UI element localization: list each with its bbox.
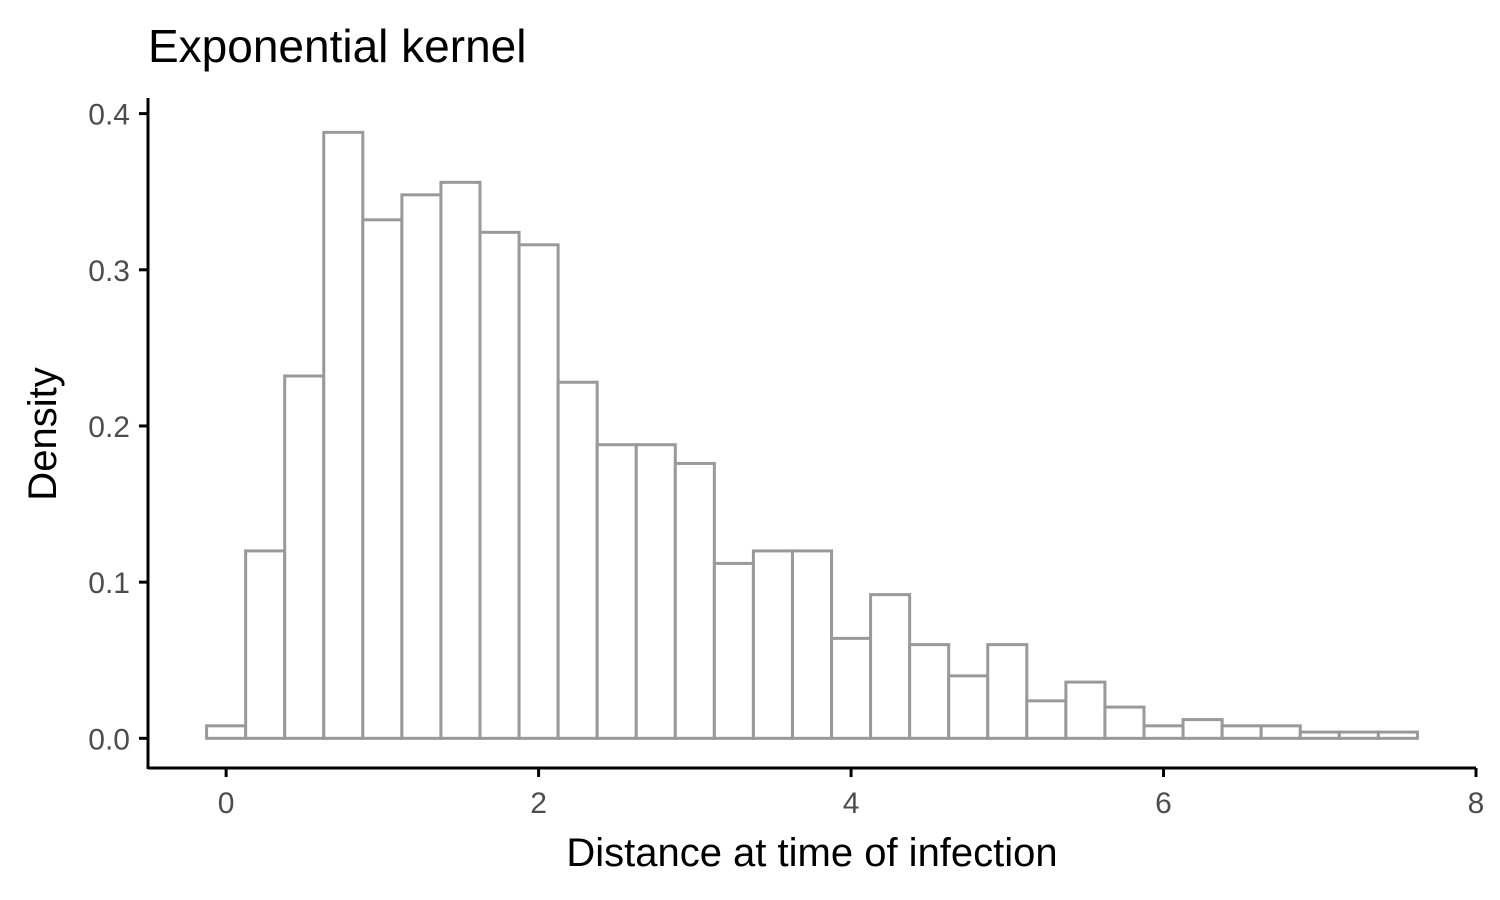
histogram-bar: [478, 230, 521, 740]
histogram-bar: [986, 643, 1029, 740]
y-tick-label: 0.2: [88, 411, 130, 444]
histogram-bar: [205, 724, 248, 740]
histogram-bar: [283, 374, 326, 740]
histogram-bar: [1376, 730, 1419, 740]
histogram-bar: [1064, 680, 1107, 740]
x-tick-label: 2: [530, 787, 547, 820]
histogram-bar: [517, 243, 560, 740]
histogram-bar: [1259, 724, 1302, 740]
histogram-bar: [1181, 718, 1224, 740]
histogram-bar: [361, 218, 404, 740]
bars-group: [205, 130, 1419, 740]
y-tick-label: 0.3: [88, 255, 130, 288]
y-tick-label: 0.4: [88, 99, 130, 132]
histogram-bar: [1103, 705, 1146, 740]
histogram-bar: [595, 443, 638, 740]
histogram-bar: [947, 674, 990, 740]
histogram-bar: [322, 130, 365, 740]
histogram-bar: [751, 549, 794, 740]
histogram-bar: [869, 593, 912, 740]
y-tick-label: 0.1: [88, 567, 130, 600]
y-ticks-group: 0.0 0.1 0.2 0.3 0.4: [88, 99, 148, 756]
histogram-bar: [244, 549, 287, 740]
y-tick-label: 0.0: [88, 723, 130, 756]
histogram-bar: [1142, 724, 1185, 740]
histogram-bar: [1220, 724, 1263, 740]
x-tick-label: 4: [843, 787, 860, 820]
histogram-bar: [439, 180, 482, 740]
histogram-bar: [400, 193, 443, 740]
chart-title: Exponential kernel: [148, 20, 526, 72]
histogram-bar: [1025, 699, 1068, 740]
x-ticks-group: 0 2 4 6 8: [218, 768, 1485, 820]
histogram-bar: [1298, 730, 1341, 740]
histogram-bar: [830, 636, 873, 740]
x-tick-label: 8: [1468, 787, 1485, 820]
x-tick-label: 6: [1155, 787, 1172, 820]
histogram-bar: [712, 561, 755, 740]
histogram-bar: [790, 549, 834, 740]
histogram-bar: [1337, 730, 1380, 740]
histogram-bar: [556, 380, 599, 740]
histogram-bar: [673, 461, 716, 740]
x-axis-label: Distance at time of infection: [566, 831, 1057, 875]
x-tick-label: 0: [218, 787, 235, 820]
y-axis-label: Density: [21, 367, 65, 500]
histogram-bar: [908, 643, 951, 740]
histogram-bar: [634, 443, 677, 740]
